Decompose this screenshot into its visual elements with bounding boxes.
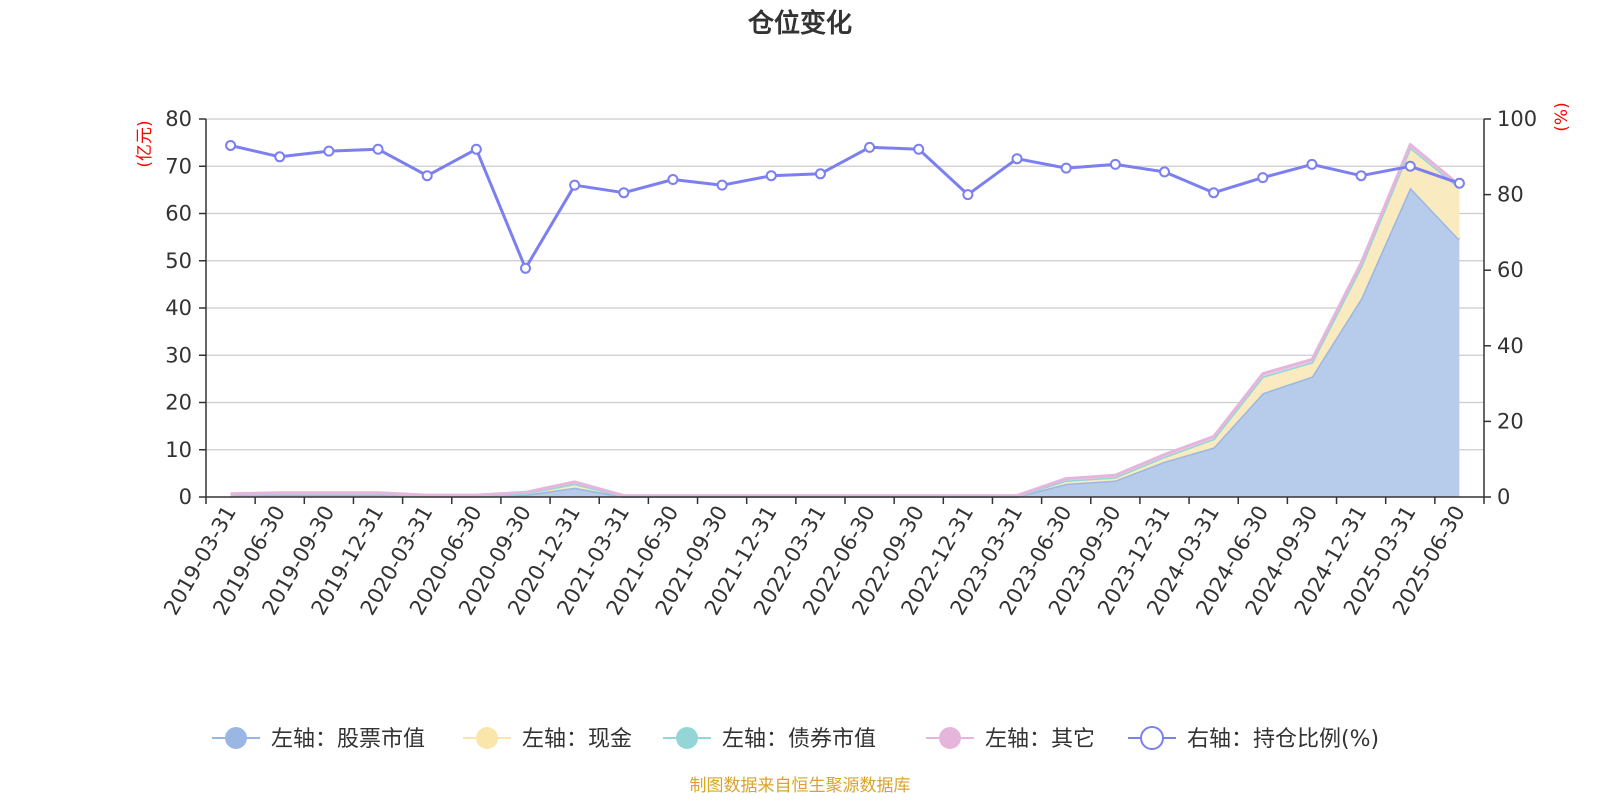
legend-marker xyxy=(676,727,698,749)
right-tick-label: 0 xyxy=(1497,485,1510,509)
legend: 左轴：股票市值 左轴：现金 左轴：债券市值 左轴：其它 右轴：持仓比例(%) xyxy=(212,726,1379,752)
left-tick-label: 50 xyxy=(165,249,192,273)
legend-label: 右轴：持仓比例(%) xyxy=(1187,727,1379,752)
left-tick-label: 30 xyxy=(165,343,192,367)
legend-label: 左轴：现金 xyxy=(522,727,632,752)
ratio-line-path xyxy=(230,144,1460,270)
right-tick-label: 100 xyxy=(1497,107,1537,131)
right-axis-unit: (%) xyxy=(1552,102,1572,131)
ratio-point[interactable] xyxy=(372,143,384,155)
ratio-point[interactable] xyxy=(618,187,630,199)
legend-item[interactable]: 左轴：其它 xyxy=(926,727,1095,752)
legend-item[interactable]: 左轴：现金 xyxy=(463,727,632,752)
area-左轴：股票市值 xyxy=(230,187,1460,497)
right-tick-label: 80 xyxy=(1497,183,1524,207)
grid-lines xyxy=(206,118,1484,451)
ratio-point[interactable] xyxy=(1306,158,1318,170)
legend-marker xyxy=(225,727,247,749)
ratio-point[interactable] xyxy=(667,173,679,185)
ratio-point[interactable] xyxy=(913,143,925,155)
ratio-point[interactable] xyxy=(1355,170,1367,182)
ratio-point[interactable] xyxy=(716,179,728,191)
legend-marker xyxy=(939,727,961,749)
left-tick-label: 70 xyxy=(165,154,192,178)
ratio-point[interactable] xyxy=(1208,187,1220,199)
area-edge-左轴：其它 xyxy=(230,143,1461,498)
left-tick-label: 10 xyxy=(165,438,192,462)
stacked-areas xyxy=(230,143,1461,498)
ratio-point[interactable] xyxy=(421,170,433,182)
ratio-point[interactable] xyxy=(1404,160,1416,172)
legend-label: 左轴：股票市值 xyxy=(271,727,425,752)
ratio-point[interactable] xyxy=(962,189,974,201)
ratio-point[interactable] xyxy=(765,170,777,182)
legend-item[interactable]: 左轴：股票市值 xyxy=(212,727,425,752)
legend-label: 左轴：其它 xyxy=(985,727,1095,752)
ratio-line xyxy=(225,139,1465,274)
ratio-point[interactable] xyxy=(323,145,335,157)
legend-marker xyxy=(476,727,498,749)
left-tick-label: 0 xyxy=(179,485,192,509)
ratio-point[interactable] xyxy=(1011,153,1023,165)
ratio-point[interactable] xyxy=(520,262,531,274)
right-tick-label: 60 xyxy=(1497,258,1524,282)
left-tick-label: 20 xyxy=(165,391,192,415)
ratio-point[interactable] xyxy=(864,141,876,153)
legend-item[interactable]: 左轴：债券市值 xyxy=(663,727,876,752)
ratio-point[interactable] xyxy=(1109,158,1121,170)
ratio-point[interactable] xyxy=(274,151,286,163)
legend-item[interactable]: 右轴：持仓比例(%) xyxy=(1128,726,1379,752)
left-tick-label: 60 xyxy=(165,202,192,226)
source-note: 制图数据来自恒生聚源数据库 xyxy=(690,776,911,796)
left-axis-unit: (亿元) xyxy=(135,120,155,167)
ratio-point[interactable] xyxy=(569,179,581,191)
ratio-point[interactable] xyxy=(470,143,482,155)
chart-title: 仓位变化 xyxy=(747,8,852,39)
ratio-point[interactable] xyxy=(1159,166,1170,178)
ratio-point[interactable] xyxy=(1060,162,1072,174)
ratio-point[interactable] xyxy=(814,168,826,180)
legend-label: 左轴：债券市值 xyxy=(722,727,876,752)
left-tick-label: 80 xyxy=(165,107,192,131)
right-tick-label: 20 xyxy=(1497,409,1524,433)
left-tick-label: 40 xyxy=(165,296,192,320)
legend-marker xyxy=(1140,726,1164,750)
right-tick-label: 40 xyxy=(1497,334,1524,358)
ratio-point[interactable] xyxy=(225,139,237,151)
ratio-point[interactable] xyxy=(1257,172,1269,184)
ratio-point[interactable] xyxy=(1453,177,1465,189)
